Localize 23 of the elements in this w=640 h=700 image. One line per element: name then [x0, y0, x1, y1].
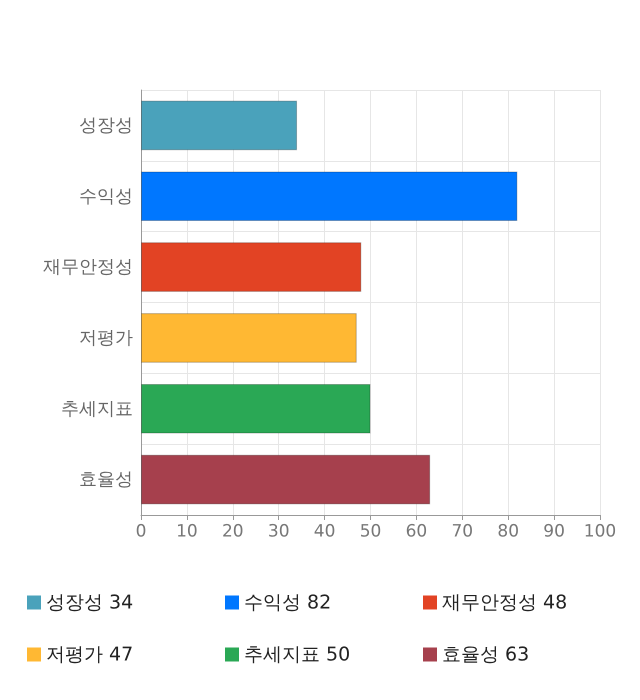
- x-tick-label: 10: [176, 522, 198, 542]
- x-tick-label: 20: [222, 522, 244, 542]
- x-tick-label: 60: [406, 522, 428, 542]
- y-tick-label: 수익성: [79, 186, 133, 207]
- legend-label: 효율성 63: [442, 644, 530, 666]
- x-tick-label: 50: [360, 522, 382, 542]
- y-tick-label: 성장성: [79, 114, 133, 136]
- y-tick-label: 추세지표: [61, 398, 133, 420]
- x-tick-label: 100: [584, 522, 616, 542]
- y-tick-label: 효율성: [79, 469, 133, 490]
- x-tick-label: 80: [497, 522, 520, 542]
- x-tick-label: 70: [451, 522, 474, 542]
- x-tick-label: 0: [136, 522, 146, 542]
- y-tick-label: 저평가: [79, 327, 133, 348]
- legend-label: 재무안정성 48: [442, 592, 568, 614]
- x-tick-label: 30: [268, 522, 290, 542]
- y-tick-label: 재무안정성: [43, 256, 133, 278]
- legend-label: 추세지표 50: [244, 644, 350, 666]
- legend-label: 저평가 47: [46, 644, 134, 666]
- x-tick-label: 90: [543, 522, 565, 542]
- legend-label: 성장성 34: [46, 592, 134, 614]
- legend-label: 수익성 82: [244, 592, 332, 614]
- x-tick-label: 40: [314, 522, 336, 542]
